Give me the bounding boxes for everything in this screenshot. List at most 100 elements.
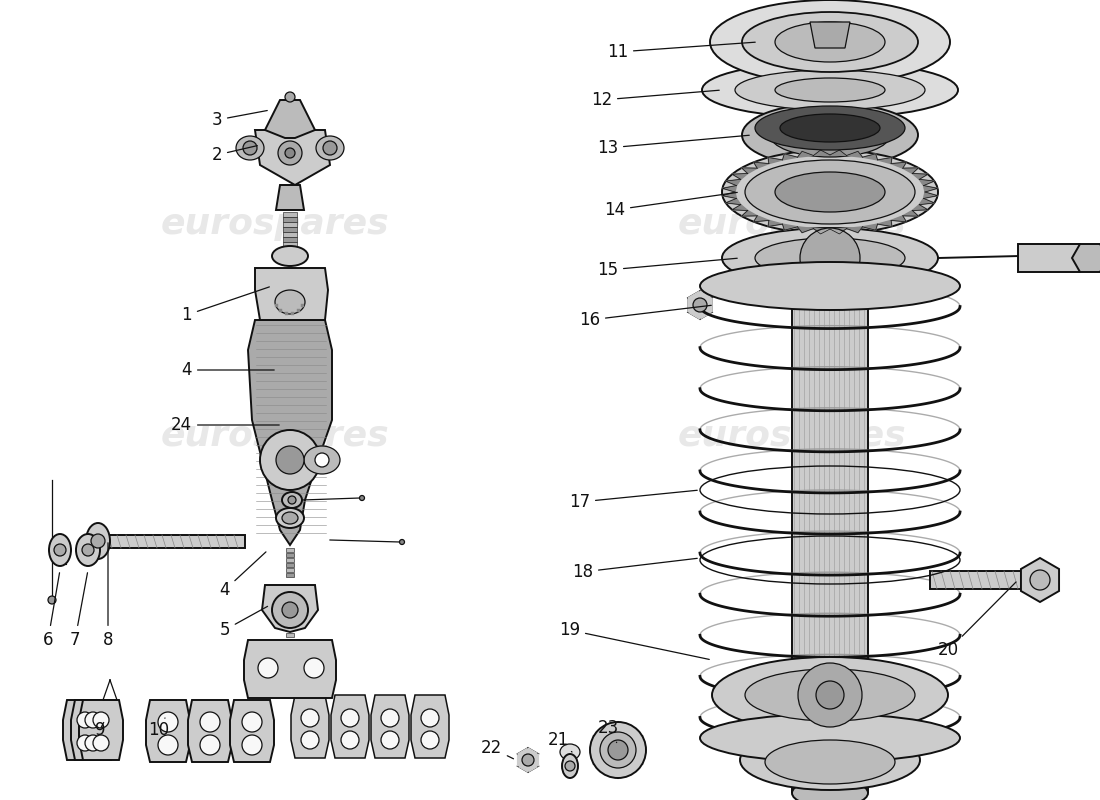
Bar [283, 237, 297, 242]
Polygon shape [814, 150, 830, 155]
Polygon shape [528, 748, 538, 760]
Polygon shape [862, 224, 878, 230]
Ellipse shape [275, 290, 305, 314]
Ellipse shape [722, 150, 938, 234]
Text: 12: 12 [591, 90, 719, 109]
Text: 23: 23 [598, 719, 619, 742]
Circle shape [77, 712, 94, 728]
Circle shape [301, 731, 319, 749]
Polygon shape [700, 305, 712, 319]
Polygon shape [244, 640, 336, 698]
Bar [283, 212, 297, 217]
Bar [283, 232, 297, 237]
Ellipse shape [86, 523, 110, 559]
Circle shape [77, 735, 94, 751]
Polygon shape [1021, 558, 1059, 602]
Polygon shape [528, 754, 538, 766]
Polygon shape [371, 695, 409, 758]
Polygon shape [862, 154, 878, 160]
Text: 1: 1 [182, 287, 270, 324]
Circle shape [94, 735, 109, 751]
Polygon shape [1072, 244, 1100, 272]
Ellipse shape [560, 744, 580, 760]
Circle shape [94, 712, 109, 728]
Circle shape [360, 495, 364, 501]
Polygon shape [782, 154, 797, 160]
Polygon shape [255, 268, 328, 320]
Text: 14: 14 [604, 192, 737, 219]
Circle shape [381, 731, 399, 749]
Circle shape [85, 712, 101, 728]
Ellipse shape [742, 103, 918, 167]
Bar [283, 222, 297, 226]
Bar [278, 309, 282, 312]
Polygon shape [72, 700, 116, 760]
Bar [1018, 244, 1080, 272]
Polygon shape [723, 192, 736, 198]
Bar [297, 309, 300, 312]
Ellipse shape [755, 106, 905, 150]
Ellipse shape [276, 508, 304, 528]
Polygon shape [79, 700, 123, 760]
Polygon shape [100, 535, 245, 548]
Circle shape [522, 754, 534, 766]
Ellipse shape [755, 238, 905, 278]
Circle shape [85, 735, 101, 751]
Bar [286, 548, 294, 552]
Circle shape [421, 731, 439, 749]
Ellipse shape [764, 740, 895, 784]
Text: 18: 18 [572, 558, 697, 581]
Polygon shape [920, 179, 934, 186]
Ellipse shape [304, 446, 340, 474]
Text: 9: 9 [95, 721, 104, 739]
Polygon shape [830, 229, 847, 234]
Polygon shape [903, 210, 918, 216]
Text: 13: 13 [596, 135, 749, 157]
Polygon shape [830, 150, 847, 155]
Circle shape [285, 92, 295, 102]
Ellipse shape [776, 22, 886, 62]
Bar [286, 638, 294, 642]
Circle shape [301, 709, 319, 727]
Polygon shape [688, 305, 700, 319]
Polygon shape [331, 695, 368, 758]
Bar [286, 558, 294, 562]
Ellipse shape [562, 754, 578, 778]
Polygon shape [768, 158, 782, 164]
Circle shape [242, 735, 262, 755]
Polygon shape [782, 224, 797, 230]
Circle shape [381, 709, 399, 727]
Polygon shape [733, 205, 748, 210]
Circle shape [276, 446, 304, 474]
Text: eurospares: eurospares [678, 207, 906, 241]
Ellipse shape [700, 262, 960, 310]
Bar [283, 242, 297, 246]
Ellipse shape [590, 722, 646, 778]
Bar [275, 304, 278, 307]
Text: 21: 21 [548, 731, 572, 752]
Bar [286, 633, 294, 637]
Circle shape [158, 712, 178, 732]
Circle shape [260, 430, 320, 490]
Polygon shape [924, 186, 937, 192]
Circle shape [798, 663, 862, 727]
Ellipse shape [745, 160, 915, 224]
Text: 22: 22 [481, 739, 514, 758]
Circle shape [91, 534, 104, 548]
Circle shape [399, 539, 405, 545]
Ellipse shape [236, 136, 264, 160]
Text: 4: 4 [220, 552, 266, 599]
Circle shape [200, 735, 220, 755]
Bar [286, 563, 294, 567]
Bar [286, 573, 294, 577]
Polygon shape [798, 151, 814, 157]
Circle shape [315, 453, 329, 467]
Bar [283, 227, 297, 231]
Polygon shape [810, 22, 850, 48]
Bar [286, 568, 294, 572]
Polygon shape [411, 695, 449, 758]
Polygon shape [754, 162, 769, 168]
Text: 19: 19 [559, 621, 710, 659]
Bar [792, 742, 868, 792]
Polygon shape [262, 585, 318, 632]
